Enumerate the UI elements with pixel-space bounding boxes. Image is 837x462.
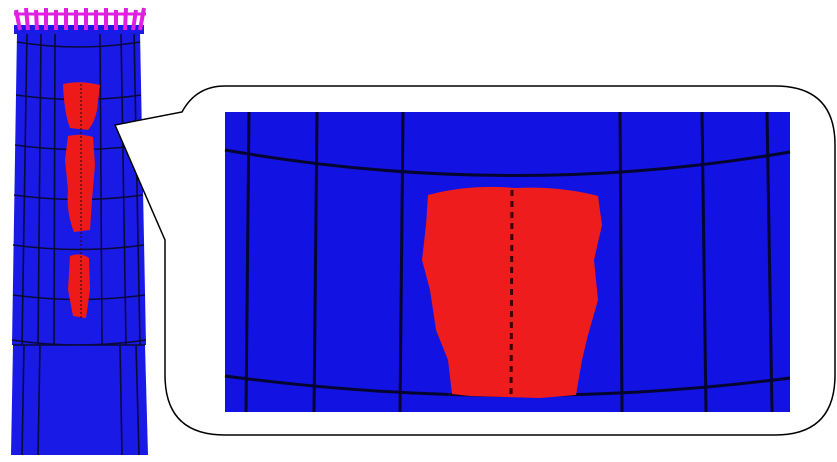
zoom-view <box>225 112 790 412</box>
page: {} html, body { margin: 0; padding: 0; b… <box>0 0 837 462</box>
tower-base <box>11 345 148 455</box>
figure <box>0 0 837 462</box>
tower <box>11 8 148 455</box>
body <box>0 0 837 462</box>
